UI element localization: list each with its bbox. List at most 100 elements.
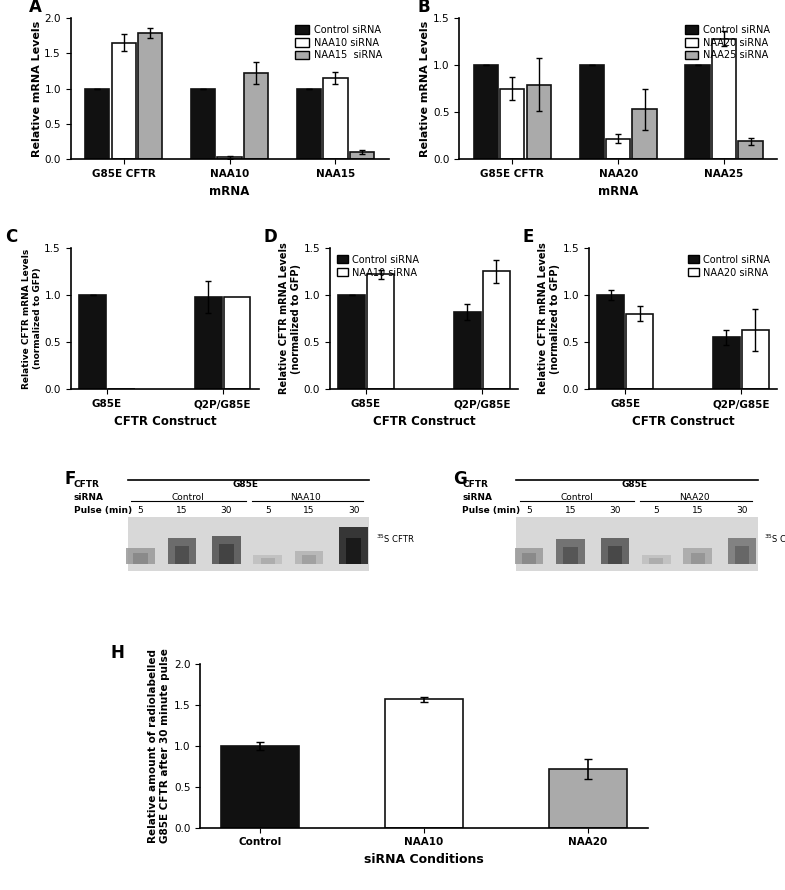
Bar (713, 337, 739, 390)
X-axis label: CFTR Construct: CFTR Construct (632, 415, 734, 428)
Bar (138, 33, 162, 159)
Text: NAA10: NAA10 (290, 493, 321, 502)
Bar (323, 78, 348, 159)
Bar (685, 65, 710, 159)
Bar (739, 142, 763, 159)
Text: B: B (418, 0, 430, 16)
Bar (649, 558, 663, 564)
Bar (350, 152, 374, 159)
Bar (338, 295, 365, 390)
Bar (191, 89, 215, 159)
Bar (515, 548, 543, 564)
Text: 15: 15 (564, 506, 576, 514)
Text: $^{35}$S CFTR: $^{35}$S CFTR (765, 532, 785, 545)
Text: G: G (453, 470, 466, 488)
X-axis label: mRNA: mRNA (598, 184, 638, 198)
Bar (454, 312, 480, 390)
Bar (367, 274, 394, 390)
Bar (500, 89, 524, 159)
Y-axis label: Relative CFTR mRNA Levels
(normalized to GFP): Relative CFTR mRNA Levels (normalized to… (279, 243, 301, 394)
Bar (601, 538, 630, 564)
Bar (221, 746, 299, 828)
Bar (128, 517, 370, 571)
Bar (302, 554, 316, 564)
Bar (642, 555, 670, 564)
X-axis label: CFTR Construct: CFTR Construct (114, 415, 216, 428)
Bar (633, 109, 657, 159)
Bar (168, 538, 196, 564)
Bar (608, 546, 623, 564)
Bar (346, 538, 361, 564)
Bar (483, 271, 509, 390)
Text: 30: 30 (348, 506, 360, 514)
Bar (579, 65, 604, 159)
Bar (244, 73, 268, 159)
Bar (224, 297, 250, 390)
Text: 30: 30 (221, 506, 232, 514)
Y-axis label: Relative mRNA Levels: Relative mRNA Levels (420, 20, 430, 157)
Bar (261, 558, 275, 564)
Text: G85E: G85E (232, 481, 258, 490)
Bar (564, 546, 578, 564)
Bar (339, 527, 368, 564)
Text: 5: 5 (265, 506, 271, 514)
Y-axis label: Relative CFTR mRNA Levels
(normalized to GFP): Relative CFTR mRNA Levels (normalized to… (538, 243, 560, 394)
Bar (742, 330, 769, 390)
Bar (195, 297, 221, 390)
Bar (111, 43, 136, 159)
Text: 30: 30 (736, 506, 748, 514)
Text: siRNA: siRNA (74, 493, 104, 502)
Bar (626, 314, 653, 390)
Bar (175, 546, 189, 564)
Text: 15: 15 (176, 506, 188, 514)
Text: Pulse (min): Pulse (min) (74, 506, 132, 514)
Legend: Control siRNA, NAA20 siRNA: Control siRNA, NAA20 siRNA (686, 253, 772, 279)
Bar (254, 555, 282, 564)
Bar (133, 553, 148, 564)
Bar (295, 551, 323, 564)
Bar (219, 545, 234, 564)
Bar (684, 548, 712, 564)
Text: C: C (5, 228, 17, 247)
Text: $^{35}$S CFTR: $^{35}$S CFTR (376, 532, 415, 545)
Bar (79, 295, 106, 390)
Text: Control: Control (172, 493, 205, 502)
Bar (527, 85, 551, 159)
Bar (712, 38, 736, 159)
Y-axis label: Relative mRNA Levels: Relative mRNA Levels (31, 20, 42, 157)
Text: 5: 5 (526, 506, 532, 514)
Text: CFTR: CFTR (462, 481, 488, 490)
Legend: Control siRNA, NAA20 siRNA, NAA25 siRNA: Control siRNA, NAA20 siRNA, NAA25 siRNA (683, 22, 772, 62)
Bar (606, 139, 630, 159)
Text: 30: 30 (609, 506, 621, 514)
Bar (85, 89, 109, 159)
Bar (217, 158, 242, 159)
Text: siRNA: siRNA (462, 493, 492, 502)
Bar (297, 89, 321, 159)
Text: A: A (29, 0, 42, 16)
Legend: Control siRNA, NAA10 siRNA, NAA15  siRNA: Control siRNA, NAA10 siRNA, NAA15 siRNA (293, 22, 384, 62)
Bar (728, 538, 757, 564)
Bar (473, 65, 498, 159)
Bar (691, 553, 705, 564)
X-axis label: mRNA: mRNA (210, 184, 250, 198)
Text: Control: Control (560, 493, 593, 502)
Text: CFTR: CFTR (74, 481, 100, 490)
Legend: Control siRNA, NAA10 siRNA: Control siRNA, NAA10 siRNA (334, 253, 421, 279)
Bar (126, 548, 155, 564)
Bar (212, 536, 241, 564)
Text: 5: 5 (653, 506, 659, 514)
Bar (517, 517, 758, 571)
Text: G85E: G85E (621, 481, 647, 490)
Y-axis label: Relative CFTR mRNA Levels
(normalized to GFP): Relative CFTR mRNA Levels (normalized to… (22, 248, 42, 389)
Text: Pulse (min): Pulse (min) (462, 506, 520, 514)
X-axis label: siRNA Conditions: siRNA Conditions (364, 853, 484, 866)
Bar (522, 553, 536, 564)
Text: 15: 15 (303, 506, 315, 514)
X-axis label: CFTR Construct: CFTR Construct (373, 415, 475, 428)
Text: H: H (111, 643, 125, 662)
Text: 5: 5 (137, 506, 144, 514)
Text: D: D (264, 228, 278, 247)
Text: F: F (64, 470, 75, 488)
Bar (735, 546, 750, 564)
